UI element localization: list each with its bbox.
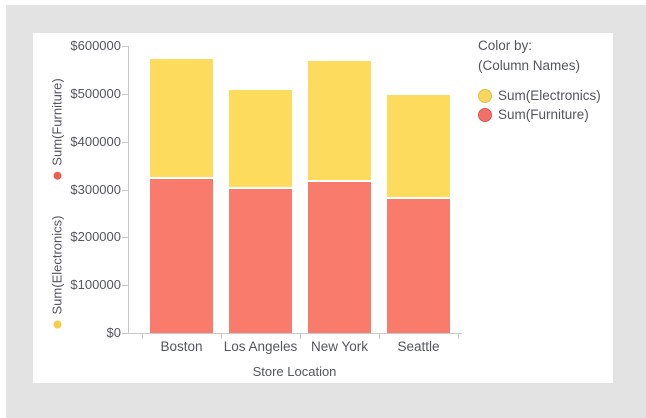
- bar-segment-furniture[interactable]: [229, 188, 292, 333]
- legend: Color by: (Column Names) Sum(Electronics…: [478, 36, 613, 124]
- y-tick-mark: [122, 285, 128, 287]
- y-tick-label: $400000: [70, 133, 121, 149]
- y-tick-mark: [122, 46, 128, 47]
- y-tick-label: $100000: [70, 277, 121, 293]
- category-label-los-angeles: Los Angeles: [223, 339, 298, 354]
- bar-segment-furniture[interactable]: [150, 179, 213, 333]
- legend-swatch-icon: [478, 107, 492, 122]
- x-tick-mark: [379, 334, 380, 339]
- bar-seattle: [387, 46, 450, 333]
- legend-item-sum-furniture-[interactable]: Sum(Furniture): [478, 105, 613, 124]
- legend-items: Sum(Electronics) Sum(Furniture): [478, 86, 613, 124]
- category-label-new-york: New York: [310, 339, 369, 354]
- plot-area: [128, 46, 462, 334]
- y-tick-label: $500000: [70, 85, 121, 101]
- x-tick-mark: [221, 334, 222, 339]
- legend-title: Color by:: [478, 38, 533, 53]
- bar-segment-electronics[interactable]: [150, 59, 213, 178]
- y-tick-mark: [122, 93, 128, 95]
- measure-dot-icon: [53, 171, 61, 180]
- bar-segment-electronics[interactable]: [229, 89, 292, 187]
- bar-segment-electronics[interactable]: [308, 60, 371, 180]
- y-tick-label: $0: [106, 325, 121, 340]
- y-tick-label: $300000: [70, 181, 121, 197]
- y-tick-label: $600000: [70, 38, 121, 53]
- bar-new-york: [308, 46, 371, 333]
- x-tick-mark: [300, 334, 301, 339]
- bar-los-angeles: [229, 46, 292, 333]
- legend-swatch-icon: [478, 88, 492, 103]
- chart-card: Sum(Furniture) Sum(Electronics) $600000 $5…: [33, 33, 613, 383]
- bar-boston: [150, 46, 213, 333]
- x-tick-mark: [142, 334, 143, 339]
- legend-item-sum-electronics-[interactable]: Sum(Electronics): [478, 86, 613, 105]
- bar-segment-furniture[interactable]: [387, 198, 450, 333]
- x-tick-mark: [458, 334, 459, 339]
- legend-item-label: Sum(Electronics): [498, 88, 601, 103]
- bar-segment-electronics[interactable]: [387, 94, 450, 197]
- y-tick-label: $200000: [70, 229, 121, 245]
- x-axis-title[interactable]: Store Location: [252, 364, 337, 379]
- y-tick-mark: [122, 141, 128, 143]
- legend-item-label: Sum(Furniture): [498, 107, 589, 122]
- bar-segment-furniture[interactable]: [308, 181, 371, 333]
- y-tick-mark: [122, 237, 128, 239]
- legend-subtitle: (Column Names): [478, 58, 581, 73]
- y-tick-mark: [122, 333, 128, 334]
- category-label-boston: Boston: [160, 339, 203, 354]
- y-tick-mark: [122, 189, 128, 191]
- category-label-seattle: Seattle: [397, 339, 440, 354]
